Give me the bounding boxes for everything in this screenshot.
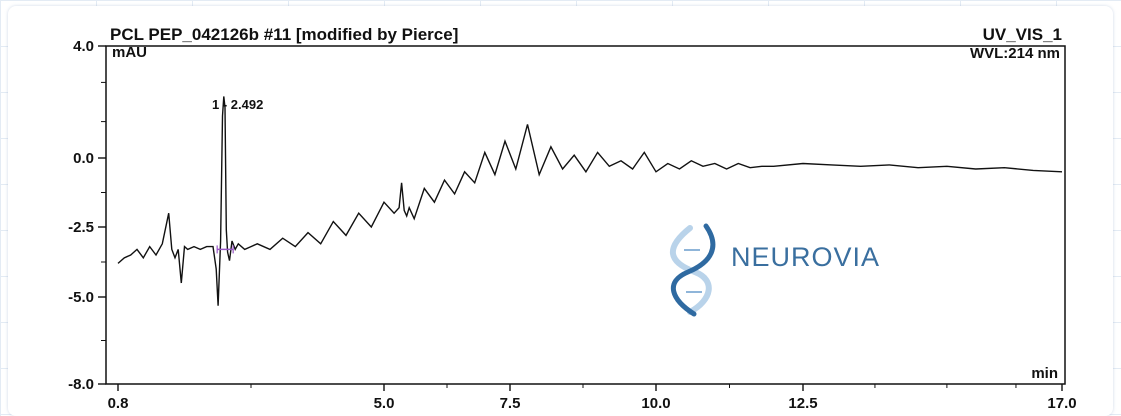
y-tick-label: 0.0 xyxy=(73,150,94,167)
watermark-text: NEUROVIA xyxy=(731,242,880,272)
tick-marks xyxy=(98,45,1063,391)
y-tick-label: -2.5 xyxy=(68,219,94,236)
chart-card xyxy=(8,6,1113,416)
x-tick-label: 17.0 xyxy=(1047,395,1076,412)
x-unit-label: min xyxy=(1031,365,1058,382)
tick-labels: 4.0 0.0 -2.5 -5.0 -8.0 0.8 5.0 7.5 10.0 12.5 17.0 xyxy=(68,38,1076,412)
peak-label: 1 - 2.492 xyxy=(212,97,263,112)
y-tick-label: -8.0 xyxy=(68,376,94,393)
y-unit-label: mAU xyxy=(112,44,147,61)
axes xyxy=(105,45,1066,385)
channel-label: UV_VIS_1 xyxy=(983,25,1062,44)
chromatogram-trace xyxy=(117,96,1063,306)
x-tick-label: 7.5 xyxy=(500,395,521,412)
x-tick-label: 5.0 xyxy=(374,395,395,412)
wavelength-label: WVL:214 nm xyxy=(970,45,1060,62)
y-tick-label: 4.0 xyxy=(73,38,94,55)
x-tick-label: 0.8 xyxy=(108,395,129,412)
dna-helix-icon xyxy=(669,223,716,317)
chart-title: PCL PEP_042126b #11 [modified by Pierce] xyxy=(110,25,458,44)
y-tick-label: -5.0 xyxy=(68,289,94,306)
plot-frame xyxy=(105,45,1066,385)
peak-marker xyxy=(216,245,234,254)
x-tick-label: 10.0 xyxy=(641,395,670,412)
watermark-logo: NEUROVIA xyxy=(669,223,880,317)
x-tick-label: 12.5 xyxy=(788,395,817,412)
